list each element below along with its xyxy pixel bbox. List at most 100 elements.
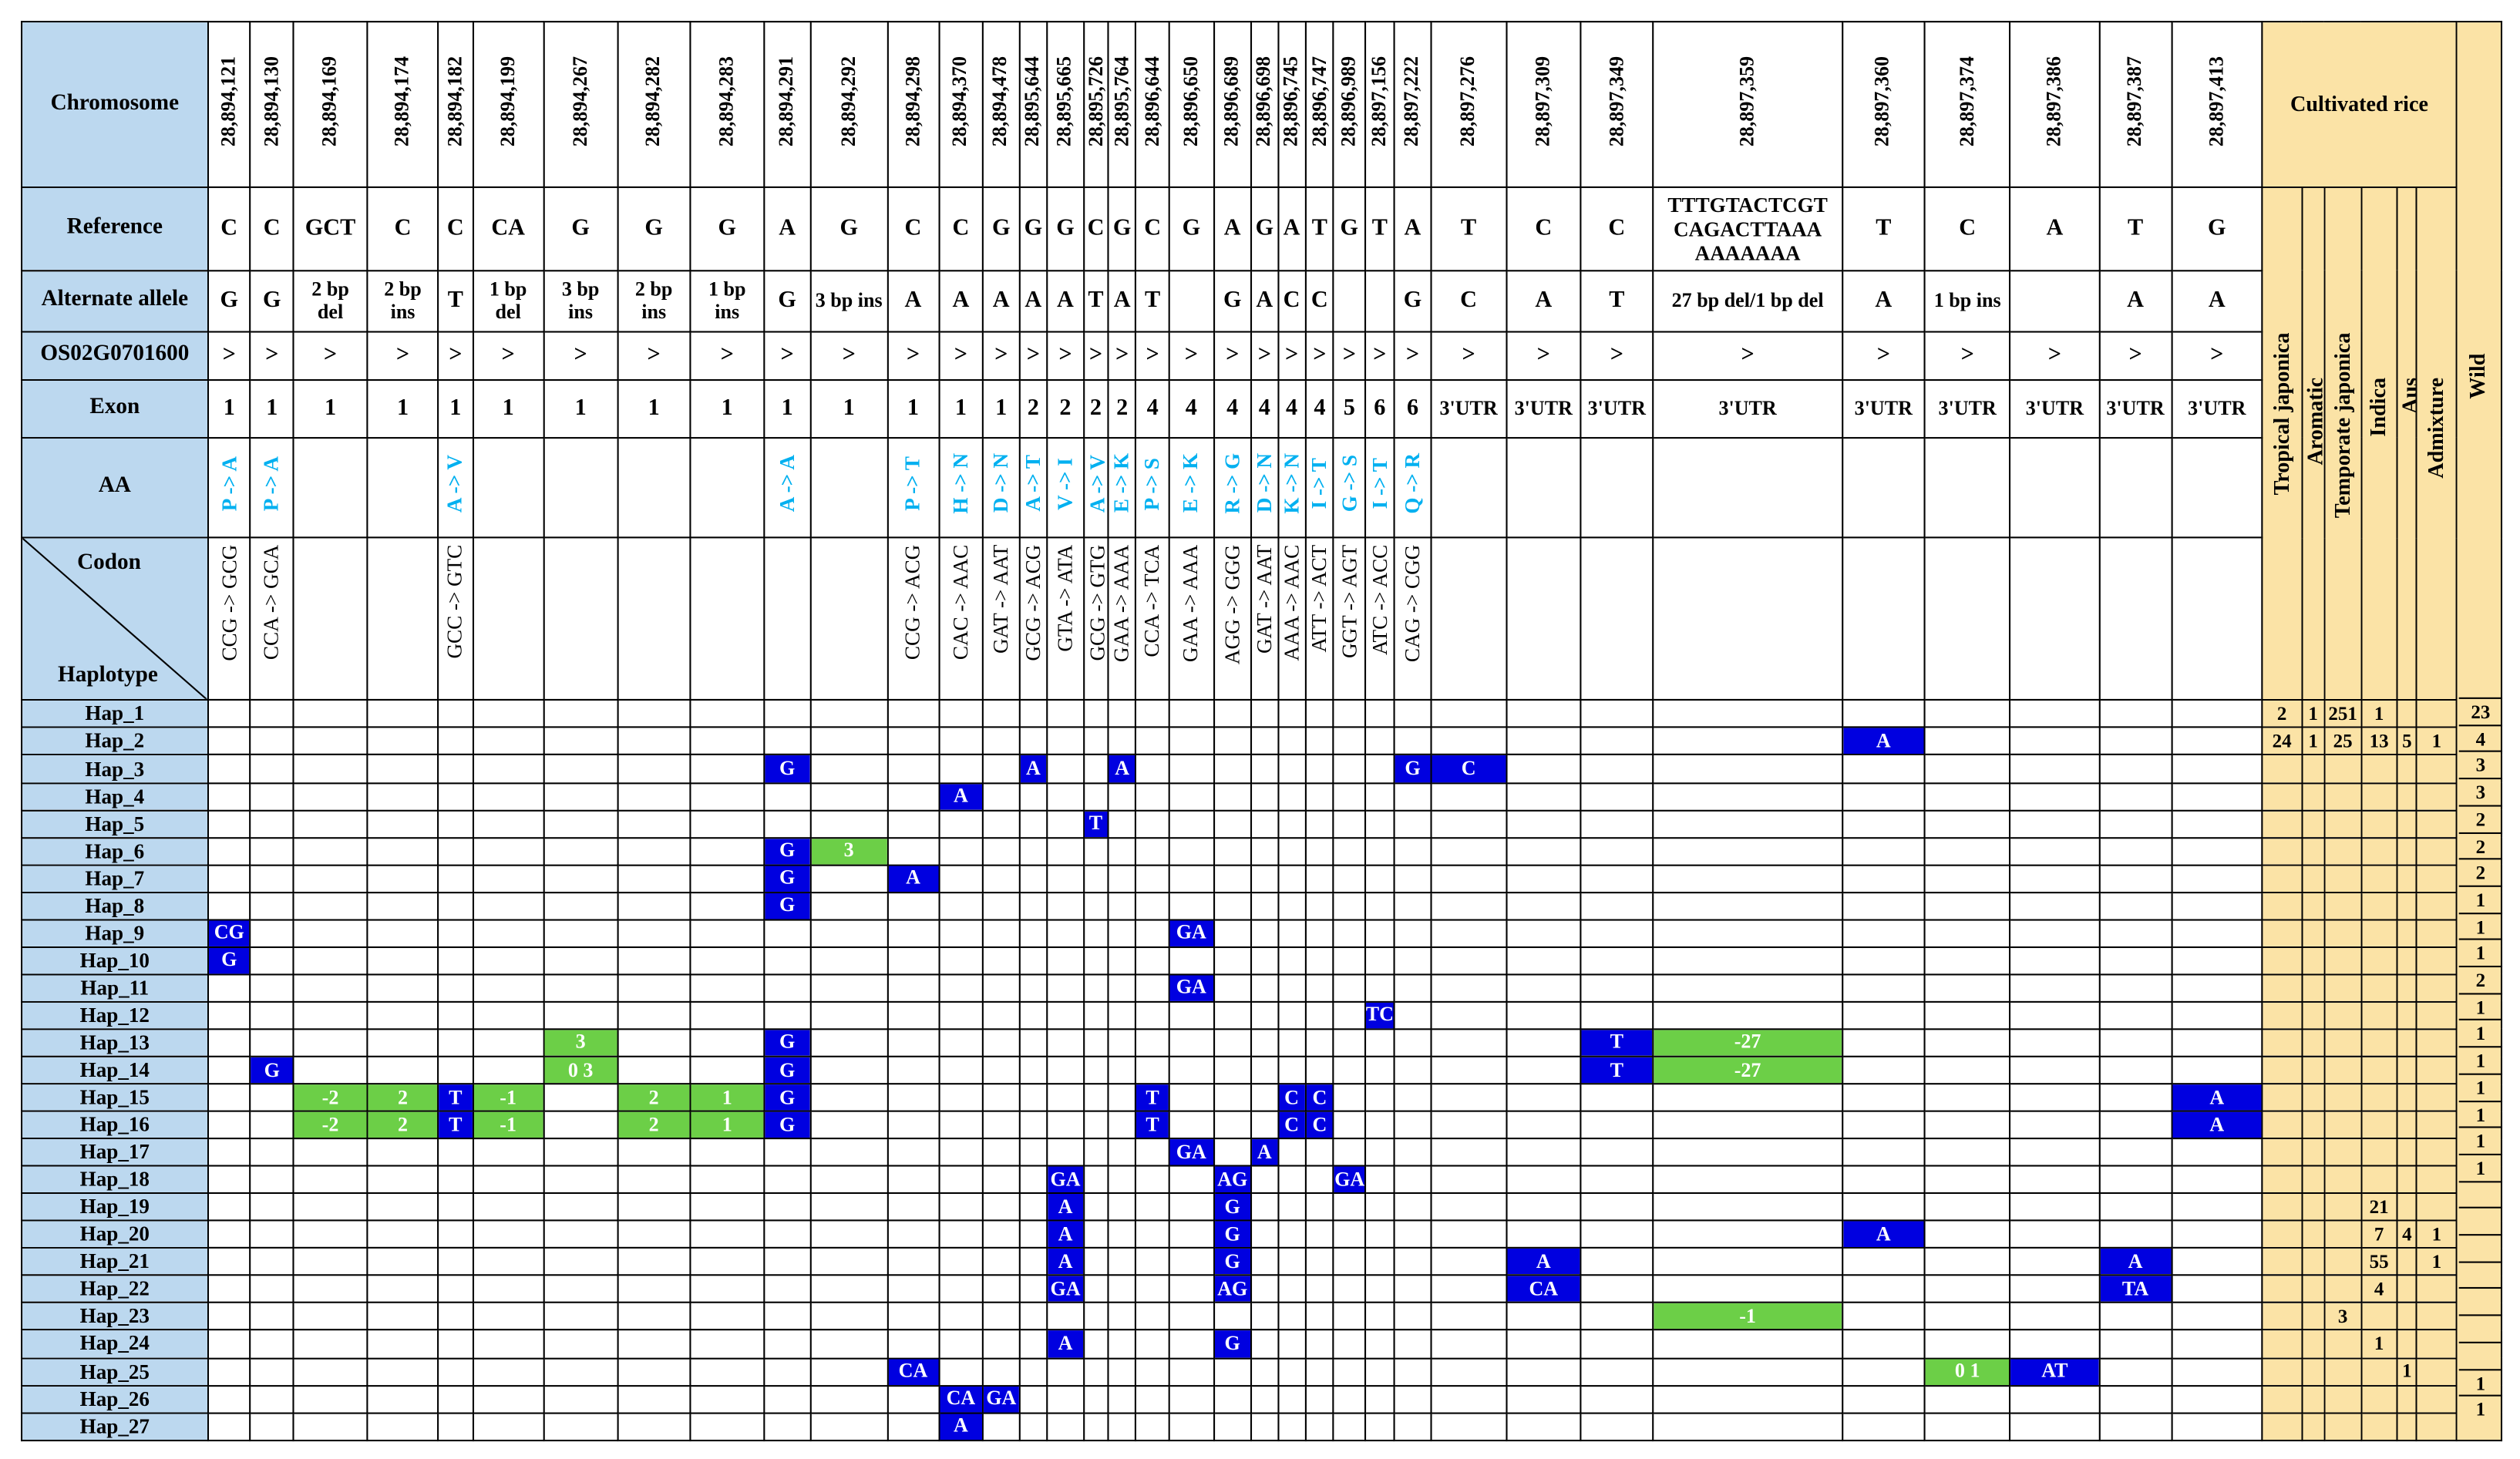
cultivated-count: 21 (2369, 1195, 2389, 1218)
variant-cell (543, 754, 619, 784)
cultivated-count-cell (2416, 1110, 2458, 1140)
variant-cell (1506, 754, 1582, 784)
variant-cell (1429, 1192, 1508, 1222)
reference-allele: G (839, 216, 858, 242)
gene-direction: > (501, 342, 515, 368)
aa-label: AA (21, 436, 209, 539)
variant-cell (1213, 1000, 1253, 1030)
variant-cell (2009, 1275, 2101, 1304)
cultivated-count-cell (2416, 973, 2458, 1003)
variant-cell (1046, 727, 1085, 756)
variant-cell (2098, 1411, 2173, 1442)
wild-count: 1 (2475, 1076, 2486, 1099)
variant-cell (292, 809, 368, 839)
variant-cell (1304, 836, 1335, 866)
cultivated-rice-header: Cultivated rice (2261, 21, 2458, 189)
variant-cell: 1 (689, 1083, 765, 1112)
gene-label: OS02G0701600 (21, 330, 209, 381)
variant-cell (1304, 809, 1335, 839)
variant-cell (1364, 1247, 1396, 1277)
gene-direction: > (1058, 342, 1072, 368)
variant-allele: A (2209, 1112, 2225, 1136)
cultivated-count: 4 (2402, 1222, 2412, 1246)
exon-value: 5 (1343, 395, 1355, 422)
variant-cell: A (2171, 1083, 2263, 1112)
variant-cell (689, 782, 765, 811)
variant-cell: A (1046, 1219, 1085, 1249)
variant-cell (1429, 1000, 1508, 1030)
variant-cell (2009, 919, 2101, 948)
variant-cell (1213, 699, 1253, 729)
gene-direction: > (906, 342, 920, 368)
haplotype-row: Hap_17 GA A (21, 1138, 2501, 1167)
variant-cell (366, 1028, 439, 1057)
variant-cell (1580, 1138, 1654, 1167)
codon-cell: AAA -> AAC (1277, 536, 1307, 701)
variant-cell (1277, 1028, 1307, 1057)
variant-cell (887, 1110, 940, 1140)
variant-cell (1429, 1302, 1508, 1332)
position-text: 28,894,174 (390, 55, 414, 146)
variant-cell (2098, 782, 2173, 811)
cultivated-count-cell (2300, 973, 2326, 1003)
variant-cell (1580, 782, 1654, 811)
variant-cell (1213, 919, 1253, 948)
subgroup-label-wrap: Tropical japonica (2264, 190, 2300, 503)
variant-cell: CA (937, 1384, 984, 1414)
variant-cell (689, 1055, 765, 1085)
variant-cell (1364, 1330, 1396, 1359)
variant-cell (1923, 782, 2011, 811)
variant-cell (1018, 1000, 1048, 1030)
cultivated-count-cell (2396, 1411, 2418, 1442)
wild-count-cell: 1 (2458, 1126, 2503, 1155)
cultivated-count-cell: 1 (2300, 699, 2326, 729)
variant-cell (1082, 1356, 1109, 1387)
variant-cell (292, 1330, 368, 1359)
variant-allele: 3 (575, 1030, 586, 1054)
variant-cell (689, 1138, 765, 1167)
variant-cell (1923, 1055, 2011, 1085)
aa-change-text: Q -> R (1399, 453, 1425, 514)
cultivated-count-cell (2300, 1384, 2326, 1414)
variant-cell (2171, 1330, 2263, 1359)
alternate-cell: 1 bp ins (689, 269, 765, 332)
haplotype-name: Hap_24 (79, 1331, 150, 1356)
variant-cell (437, 782, 474, 811)
wild-count-cell: 1 (2458, 1153, 2503, 1182)
variant-cell (1168, 1384, 1215, 1414)
variant-cell (207, 1302, 252, 1332)
reference-allele: G (571, 216, 590, 242)
variant-cell (617, 973, 691, 1003)
variant-cell (472, 809, 545, 839)
position-text: 28,897,309 (1531, 55, 1554, 146)
cultivated-count-cell (2261, 754, 2303, 784)
exon-cell: 1 (809, 378, 889, 439)
cultivated-count-cell (2360, 863, 2398, 893)
variant-cell (1018, 1083, 1048, 1112)
haplotype-name: Hap_8 (85, 893, 145, 917)
variant-cell (937, 1000, 984, 1030)
variant-cell (1018, 1219, 1048, 1249)
cultivated-count-cell (2300, 1138, 2326, 1167)
exon-value: 2 (1089, 395, 1102, 422)
variant-cell (543, 782, 619, 811)
alternate-allele: 27 bp del/1 bp del (1671, 289, 1824, 312)
position-cell: 28,897,374 (1923, 21, 2011, 189)
codon-cell (1506, 536, 1582, 701)
haplotype-name: Hap_21 (79, 1249, 150, 1273)
variant-allele: -1 (1739, 1304, 1756, 1327)
variant-cell (1841, 1055, 1926, 1085)
position-text: 28,896,747 (1307, 55, 1331, 146)
wild-count-cell: 1 (2458, 1019, 2503, 1048)
gene-cell: > (887, 330, 940, 381)
variant-cell: T (1580, 1055, 1654, 1085)
variant-allele: TA (2121, 1277, 2149, 1300)
exon-cell: 1 (982, 378, 1021, 439)
cultivated-count-cell (2360, 919, 2398, 948)
position-text: 28,894,199 (496, 55, 519, 146)
variant-cell (2171, 1165, 2263, 1195)
gene-cell: > (292, 330, 368, 381)
variant-cell (366, 1356, 439, 1387)
variant-cell (1652, 1000, 1843, 1030)
variant-allele: C (1461, 756, 1476, 780)
